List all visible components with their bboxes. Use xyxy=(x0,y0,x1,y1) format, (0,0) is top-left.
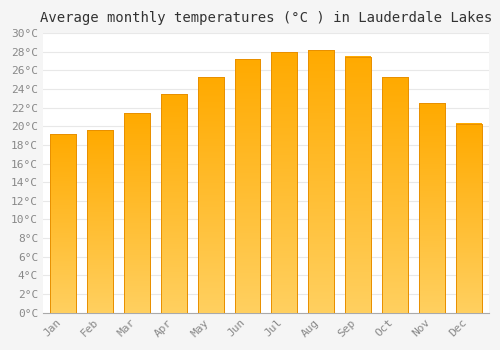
Bar xyxy=(382,77,408,313)
Bar xyxy=(345,56,371,313)
Bar xyxy=(161,94,186,313)
Title: Average monthly temperatures (°C ) in Lauderdale Lakes: Average monthly temperatures (°C ) in La… xyxy=(40,11,492,25)
Bar xyxy=(87,130,113,313)
Bar xyxy=(272,52,297,313)
Bar xyxy=(124,113,150,313)
Bar xyxy=(50,134,76,313)
Bar xyxy=(456,124,481,313)
Bar xyxy=(419,103,444,313)
Bar xyxy=(308,50,334,313)
Bar xyxy=(234,59,260,313)
Bar xyxy=(198,77,224,313)
